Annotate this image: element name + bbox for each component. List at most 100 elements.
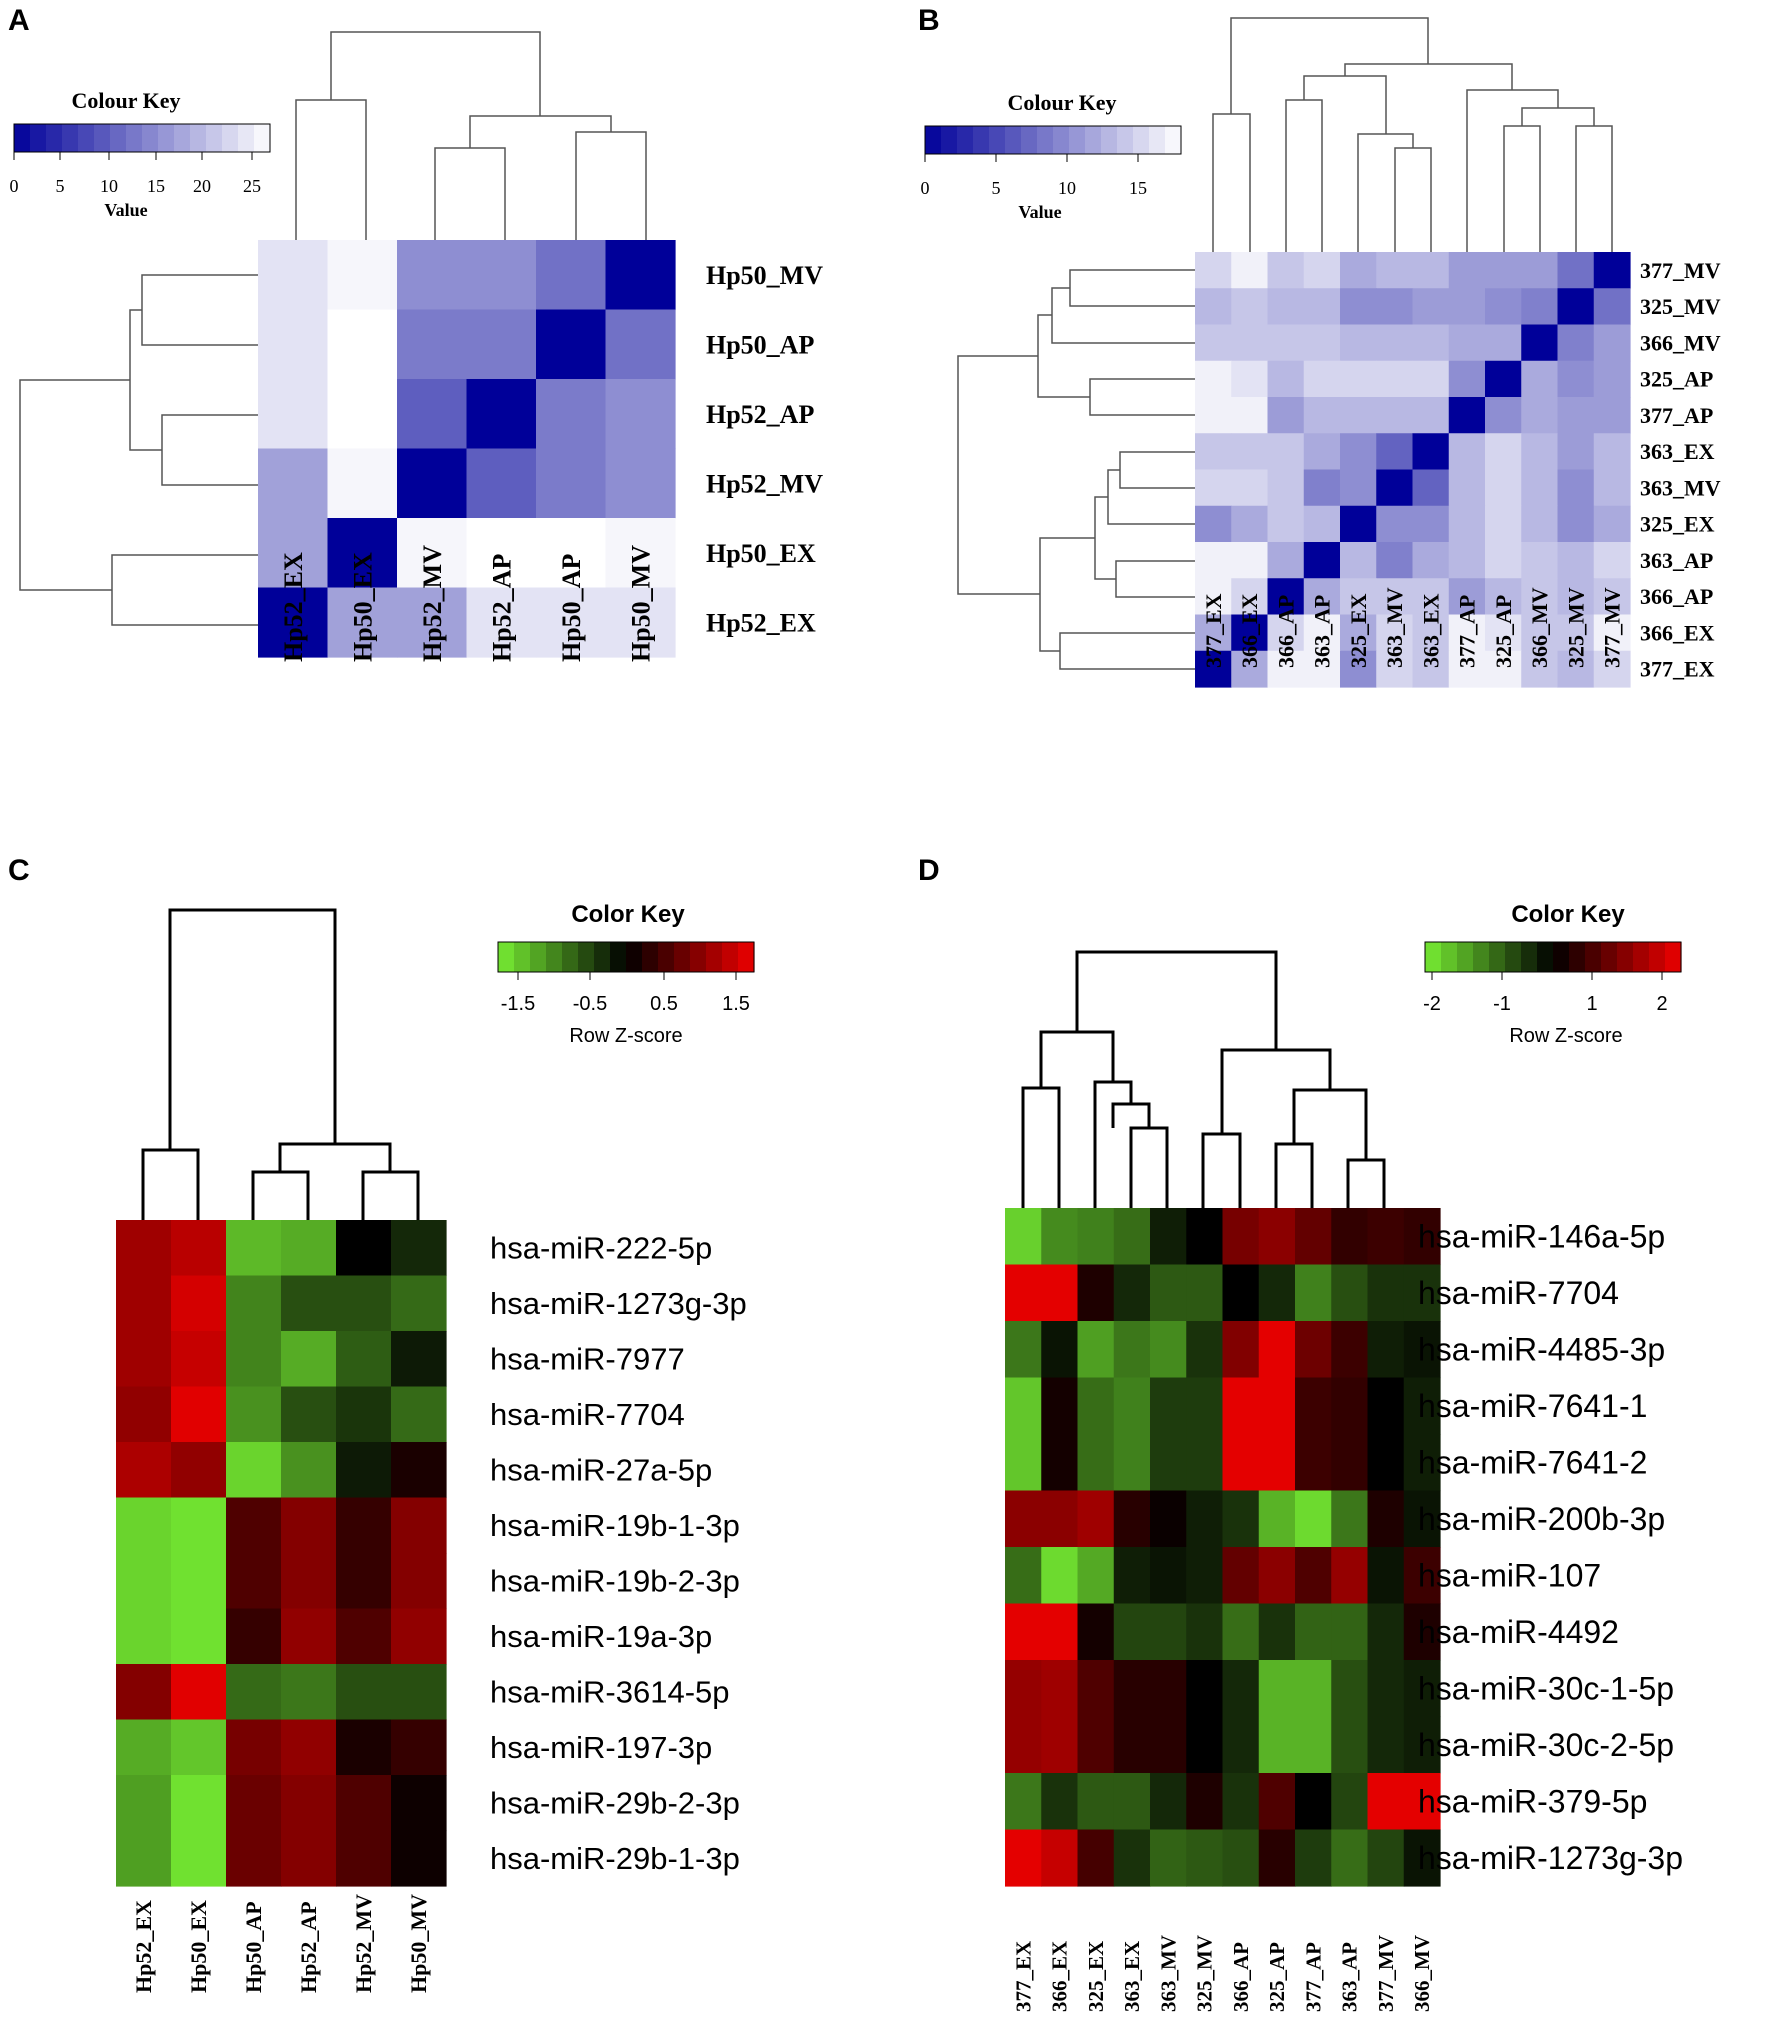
heatmap-cell — [1340, 614, 1377, 652]
heatmap-cell — [336, 1553, 392, 1610]
color-key-step — [722, 942, 739, 972]
heatmap-cell — [1267, 288, 1305, 326]
column-dendrogram-c — [141, 908, 420, 1220]
heatmap-cell — [226, 1830, 282, 1887]
row-label: hsa-miR-146a-5p — [1418, 1218, 1665, 1254]
heatmap-cell — [336, 1442, 392, 1499]
heatmap-cell — [281, 1830, 337, 1887]
heatmap-cell — [1557, 324, 1595, 362]
heatmap-cell — [226, 1331, 282, 1388]
color-key-tick-label: 20 — [193, 176, 211, 196]
heatmap-cell — [1195, 578, 1232, 616]
heatmap-cell — [1113, 1603, 1151, 1661]
heatmap-cell — [1521, 360, 1559, 398]
color-key-step — [110, 124, 127, 152]
heatmap-cell — [1376, 324, 1414, 362]
heatmap-cell — [1521, 469, 1559, 507]
heatmap-cell — [226, 1442, 282, 1499]
color-key-title-d: Color Key — [1511, 901, 1625, 928]
heatmap-cell — [1376, 397, 1414, 434]
column-dendrogram-d — [1021, 950, 1386, 1208]
heatmap-cell — [1077, 1547, 1115, 1605]
row-label: hsa-miR-19a-3p — [490, 1619, 712, 1654]
color-key-step — [14, 124, 31, 152]
heatmap-cell — [1485, 252, 1522, 289]
heatmap-cell — [1448, 252, 1486, 289]
color-key-tick-label: 0 — [921, 178, 930, 198]
row-label: 325_EX — [1640, 512, 1715, 537]
heatmap-cell — [466, 309, 537, 380]
heatmap-cell — [281, 1664, 337, 1721]
heatmap-cell — [1222, 1773, 1260, 1831]
heatmap-cell — [1593, 614, 1631, 652]
heatmap-cell — [1376, 614, 1414, 652]
color-key-tick-label: 5 — [56, 176, 65, 196]
heatmap-cell — [1186, 1660, 1224, 1718]
row-label: Hp52_AP — [706, 400, 814, 429]
heatmap-cell — [1267, 505, 1305, 543]
heatmap-cell — [1113, 1321, 1151, 1379]
heatmap-cell — [1258, 1603, 1296, 1661]
row-label: hsa-miR-29b-2-3p — [490, 1786, 740, 1821]
color-key-tick-label: 15 — [1129, 178, 1147, 198]
heatmap-cell — [116, 1775, 172, 1832]
color-key-tick-label: -2 — [1423, 993, 1441, 1015]
row-label: 363_MV — [1640, 475, 1721, 500]
color-key-step — [1069, 126, 1086, 154]
heatmap-cell — [391, 1331, 447, 1388]
heatmap-cell — [1331, 1321, 1369, 1379]
row-label: 366_EX — [1640, 620, 1715, 645]
heatmap-cell — [1485, 433, 1522, 471]
heatmap-cell — [1521, 397, 1559, 434]
heatmap-cell — [1222, 1716, 1260, 1774]
column-label: 325_AP — [1491, 595, 1516, 668]
heatmap-cell — [1367, 1829, 1405, 1887]
heatmap-cell — [1295, 1547, 1332, 1605]
heatmap-cell — [1303, 542, 1341, 579]
heatmap-cell — [1258, 1434, 1296, 1492]
color-key-step — [1553, 942, 1570, 972]
column-label: 377_MV — [1374, 1935, 1398, 2012]
heatmap-cell — [226, 1553, 282, 1610]
heatmap-cell — [536, 518, 607, 589]
color-key-step — [1601, 942, 1618, 972]
heatmap-cell — [605, 448, 676, 519]
heatmap-cell — [391, 1775, 447, 1832]
heatmap-cell — [1077, 1321, 1115, 1379]
heatmap-cell — [336, 1386, 392, 1443]
column-label: 377_AP — [1455, 595, 1480, 668]
heatmap-cell — [1367, 1716, 1405, 1774]
heatmap-cell — [1077, 1773, 1115, 1831]
heatmap-cell — [1267, 324, 1305, 362]
heatmap-cell — [336, 1830, 392, 1887]
color-key-step — [254, 124, 271, 152]
heatmap-cell — [281, 1442, 337, 1499]
heatmap-cell — [1376, 542, 1414, 579]
column-label: 363_EX — [1120, 1941, 1144, 2012]
heatmap-cell — [1340, 360, 1377, 398]
heatmap-cell — [1222, 1264, 1260, 1322]
color-key-step — [658, 942, 675, 972]
color-key-step — [626, 942, 643, 972]
color-key-step — [62, 124, 79, 152]
column-label: 325_MV — [1563, 587, 1588, 668]
heatmap-cell — [281, 1331, 337, 1388]
heatmap-cell — [1113, 1208, 1151, 1266]
heatmap-cell — [116, 1830, 172, 1887]
heatmap-cell — [1258, 1829, 1296, 1887]
row-label: 377_MV — [1640, 258, 1721, 283]
heatmap-cell — [536, 309, 607, 380]
color-key-step — [158, 124, 175, 152]
color-key-step — [1425, 942, 1442, 972]
color-key-xlabel-d: Row Z-score — [1509, 1025, 1622, 1047]
heatmap-cell — [1412, 324, 1450, 362]
column-label: 325_AP — [1265, 1942, 1289, 2012]
color-key-step — [514, 942, 531, 972]
heatmap-cell — [1150, 1264, 1187, 1322]
heatmap-cell — [1485, 505, 1522, 543]
row-label: 377_AP — [1640, 403, 1713, 428]
heatmap-cell — [1041, 1264, 1079, 1322]
heatmap-cell — [1412, 614, 1450, 652]
colour-key-title-b: Colour Key — [1008, 90, 1117, 115]
row-label: Hp50_MV — [706, 261, 823, 290]
